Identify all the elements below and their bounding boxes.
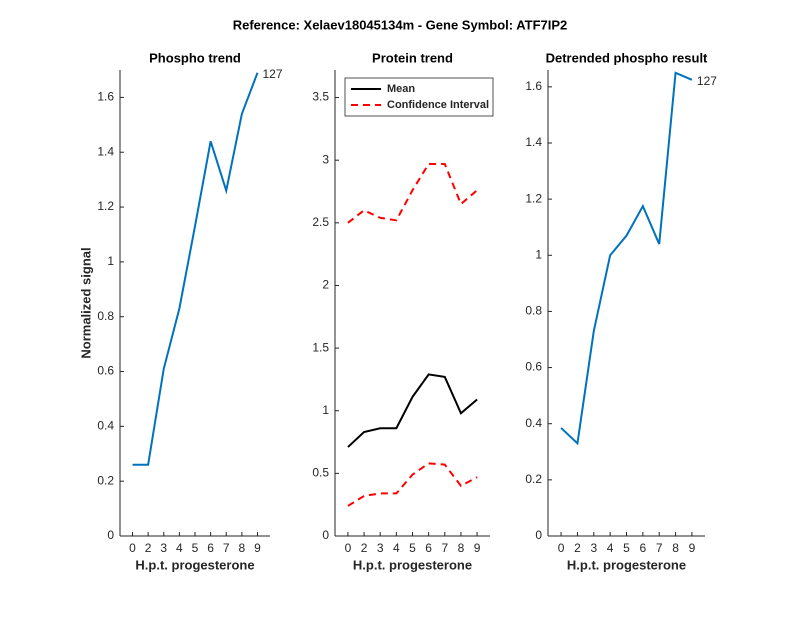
x-tick-label: 9 (689, 541, 696, 555)
x-tick-label: 8 (672, 541, 679, 555)
chart-title: Detrended phospho result (546, 50, 708, 65)
x-tick-label: 5 (192, 541, 199, 555)
x-axis-label: H.p.t. progesterone (353, 557, 472, 572)
x-tick-label: 8 (458, 541, 465, 555)
end-label: 127 (263, 67, 283, 81)
x-tick-label: 5 (409, 541, 416, 555)
x-axis-label: H.p.t. progesterone (135, 557, 254, 572)
x-tick-label: 9 (474, 541, 481, 555)
y-tick-label: 0.6 (97, 364, 114, 378)
chart-title: Protein trend (372, 50, 453, 65)
x-tick-label: 4 (607, 541, 614, 555)
y-tick-label: 1.6 (525, 79, 542, 93)
y-tick-label: 1.5 (312, 340, 329, 354)
line (132, 72, 259, 466)
x-tick-label: 7 (441, 541, 448, 555)
y-tick-label: 0.5 (312, 466, 329, 480)
x-tick-label: 8 (239, 541, 246, 555)
legend-box (344, 77, 494, 117)
y-tick-label: 0.2 (97, 473, 114, 487)
x-tick-label: 9 (254, 541, 261, 555)
chart-title: Phospho trend (149, 50, 241, 65)
x-tick-label: 3 (377, 541, 384, 555)
y-tick-label: 0.8 (525, 304, 542, 318)
x-tick-label: 2 (361, 541, 368, 555)
legend-label: Confidence Interval (387, 99, 489, 111)
y-tick-label: 0.6 (525, 360, 542, 374)
y-tick-label: 1 (535, 247, 542, 261)
y-tick-label: 1.2 (525, 191, 542, 205)
x-tick-label: 6 (425, 541, 432, 555)
ci-upper (347, 162, 478, 224)
x-tick-label: 2 (574, 541, 581, 555)
y-tick-label: 0 (322, 528, 329, 542)
y-tick-label: 2.5 (312, 215, 329, 229)
y-tick-label: 3 (322, 152, 329, 166)
end-label: 127 (697, 74, 717, 88)
x-tick-label: 3 (160, 541, 167, 555)
y-tick-label: 1.2 (97, 199, 114, 213)
legend-label: Mean (387, 83, 415, 95)
y-tick-label: 0 (535, 528, 542, 542)
line (347, 373, 478, 448)
y-tick-label: 1.6 (97, 90, 114, 104)
x-tick-label: 3 (590, 541, 597, 555)
x-tick-label: 2 (145, 541, 152, 555)
y-tick-label: 0 (107, 528, 114, 542)
x-tick-label: 4 (393, 541, 400, 555)
y-tick-label: 0.8 (97, 309, 114, 323)
y-axis-label: Normalized signal (78, 247, 93, 358)
y-tick-label: 0.4 (97, 419, 114, 433)
y-tick-label: 1.4 (525, 135, 542, 149)
line (560, 71, 693, 446)
y-tick-label: 2 (322, 278, 329, 292)
y-tick-label: 1.4 (97, 144, 114, 158)
x-tick-label: 7 (223, 541, 230, 555)
x-axis-label: H.p.t. progesterone (567, 557, 686, 572)
x-tick-label: 0 (558, 541, 565, 555)
x-tick-label: 7 (656, 541, 663, 555)
y-tick-label: 1 (107, 254, 114, 268)
x-tick-label: 0 (129, 541, 136, 555)
figure-title: Reference: Xelaev18045134m - Gene Symbol… (233, 17, 568, 32)
ci-lower (347, 462, 478, 507)
y-tick-label: 3.5 (312, 90, 329, 104)
x-tick-label: 0 (345, 541, 352, 555)
x-tick-label: 5 (623, 541, 630, 555)
x-tick-label: 4 (176, 541, 183, 555)
y-tick-label: 0.2 (525, 472, 542, 486)
x-tick-label: 6 (207, 541, 214, 555)
y-tick-label: 0.4 (525, 416, 542, 430)
x-tick-label: 6 (640, 541, 647, 555)
y-tick-label: 1 (322, 403, 329, 417)
